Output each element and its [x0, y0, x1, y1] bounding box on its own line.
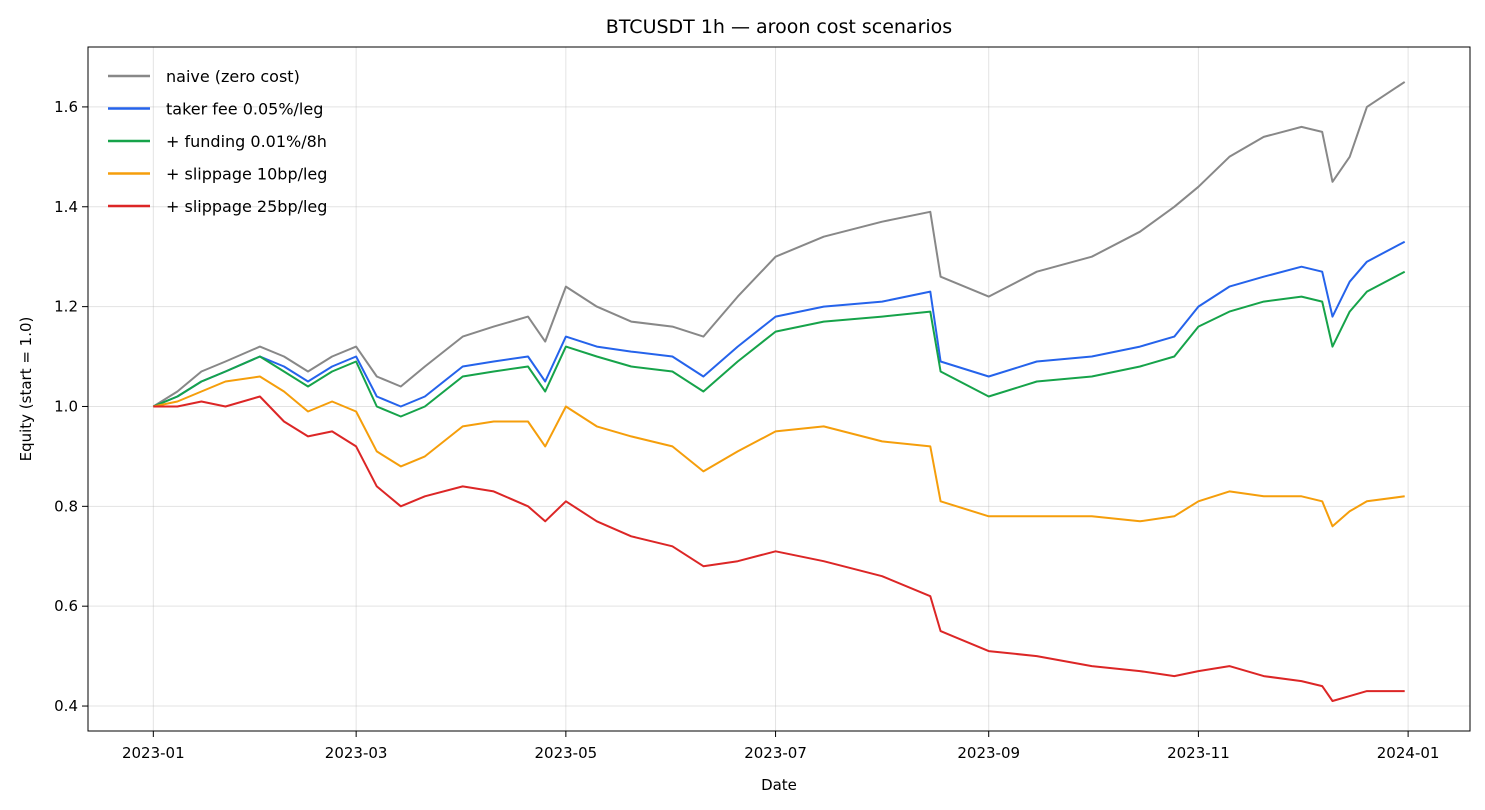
- legend-entry-label: taker fee 0.05%/leg: [166, 100, 323, 119]
- plot-frame: [87, 46, 1471, 732]
- x-tick-label: 2023-05: [535, 744, 598, 762]
- y-tick-label: 1.0: [54, 397, 78, 415]
- x-tick-label: 2024-01: [1377, 744, 1440, 762]
- series-line-4: [153, 375, 1405, 528]
- legend-entry-label: + funding 0.01%/8h: [166, 132, 327, 151]
- y-tick-label: 0.6: [54, 597, 78, 615]
- y-tick-label: 1.2: [54, 298, 78, 316]
- x-tick-label: 2023-01: [122, 744, 185, 762]
- y-tick-label: 1.4: [54, 198, 78, 216]
- series-line-2: [152, 240, 1406, 408]
- series-line-1: [152, 81, 1406, 408]
- series-lines: [152, 81, 1406, 702]
- y-axis: 0.4 0.6 0.8 1.0 1.2 1.4 1.6: [54, 98, 88, 715]
- x-tick-label: 2023-03: [325, 744, 388, 762]
- x-axis-label: Date: [761, 776, 797, 794]
- x-axis: 2023-01 2023-03 2023-05 2023-07 2023-09 2023-…: [122, 731, 1439, 762]
- legend-entry-label: + slippage 25bp/leg: [166, 197, 327, 216]
- legend-entry-label: + slippage 10bp/leg: [166, 165, 327, 184]
- chart-title: BTCUSDT 1h — aroon cost scenarios: [606, 16, 952, 38]
- y-axis-label: Equity (start = 1.0): [17, 317, 35, 462]
- y-tick-label: 1.6: [54, 98, 78, 116]
- series-line-5: [153, 395, 1405, 702]
- x-tick-label: 2023-09: [957, 744, 1020, 762]
- y-tick-label: 0.4: [54, 697, 78, 715]
- x-tick-label: 2023-07: [744, 744, 807, 762]
- y-tick-label: 0.8: [54, 497, 78, 515]
- legend-entry-label: naive (zero cost): [166, 67, 300, 86]
- legend: naive (zero cost) taker fee 0.05%/leg + fu…: [108, 67, 327, 216]
- series-line-3: [152, 270, 1406, 418]
- x-tick-label: 2023-11: [1167, 744, 1230, 762]
